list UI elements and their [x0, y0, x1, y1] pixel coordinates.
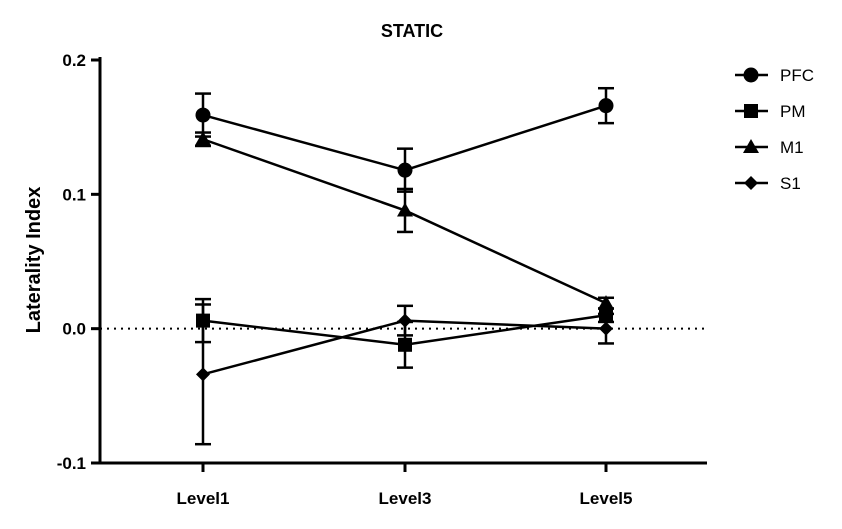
data-point-s1: [398, 313, 412, 328]
y-axis-label: Laterality Index: [23, 187, 45, 334]
y-tick-label: -0.1: [57, 454, 86, 473]
y-tick-label: 0.0: [62, 320, 86, 339]
data-point-pfc: [195, 107, 211, 123]
legend-label-pfc: PFC: [780, 66, 814, 85]
data-point-pm: [398, 337, 412, 352]
legend-marker-s1: [744, 176, 758, 190]
y-tick-label: 0.2: [62, 51, 86, 70]
legend-label-s1: S1: [780, 174, 801, 193]
data-point-m1: [397, 202, 413, 217]
legend-marker-pfc: [743, 67, 759, 83]
chart-title: STATIC: [381, 21, 443, 41]
data-point-s1: [599, 321, 613, 336]
data-point-s1: [196, 367, 210, 382]
data-point-m1: [598, 295, 614, 310]
x-tick-label: Level1: [177, 489, 230, 508]
data-point-pfc: [598, 98, 614, 114]
series-m1: [195, 131, 614, 310]
legend-label-m1: M1: [780, 138, 804, 157]
legend-marker-pm: [744, 104, 758, 118]
legend-marker-m1: [743, 139, 759, 153]
x-tick-label: Level3: [379, 489, 432, 508]
y-tick-label: 0.1: [62, 185, 86, 204]
data-point-pfc: [397, 162, 413, 178]
series-s1: [195, 303, 614, 446]
x-tick-label: Level5: [580, 489, 633, 508]
series-pfc: [195, 86, 614, 193]
legend-label-pm: PM: [780, 102, 806, 121]
data-point-m1: [195, 131, 211, 146]
